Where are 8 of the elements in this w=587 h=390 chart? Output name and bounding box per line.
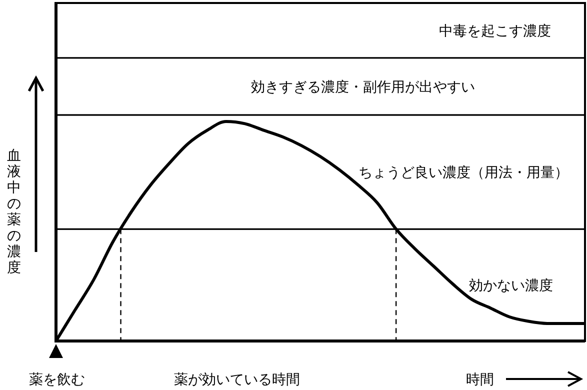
band-label: 効かない濃度 [468,278,553,294]
x-axis-title: 時間 [466,372,494,388]
text: 薬を飲む [29,372,85,388]
band-label: 中毒を起こす濃度 [439,23,552,40]
band-label: ちょうど良い濃度（用法・用量） [358,165,568,181]
y-axis-title: 血液中の薬の濃度 [7,148,21,276]
band-label: 効きすぎる濃度・副作用が出やすい [250,79,475,96]
text: 薬が効いている時間 [174,372,300,388]
